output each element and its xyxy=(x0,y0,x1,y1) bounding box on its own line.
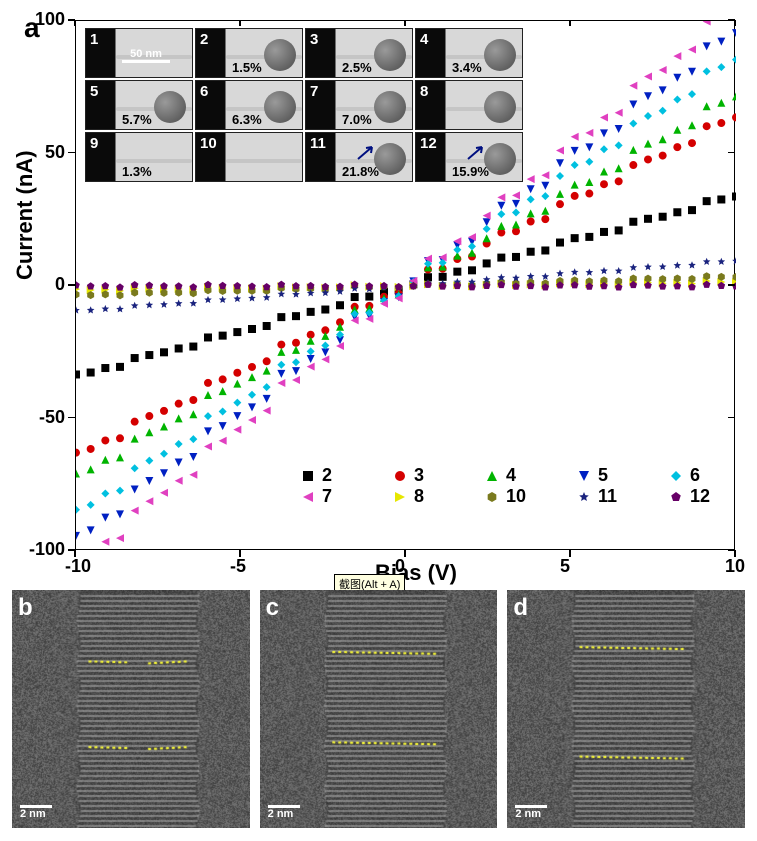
panel-b-label: b xyxy=(18,594,33,622)
panel-b: b 2 nm xyxy=(12,590,250,828)
micrograph-row: b 2 nm c 2 nm d 2 nm xyxy=(12,590,745,828)
panel-d-scalebar: 2 nm xyxy=(515,805,547,820)
panel-d-canvas xyxy=(507,590,745,828)
panel-c: c 2 nm xyxy=(260,590,498,828)
panel-c-canvas xyxy=(260,590,498,828)
panel-c-scalebar: 2 nm xyxy=(268,805,300,820)
panel-b-canvas xyxy=(12,590,250,828)
legend: 2345678101112 xyxy=(300,465,748,507)
panel-c-label: c xyxy=(266,594,279,622)
panel-b-scalebar: 2 nm xyxy=(20,805,52,820)
panel-d-label: d xyxy=(513,594,528,622)
y-axis-label: Current (nA) xyxy=(12,150,38,280)
panel-d: d 2 nm xyxy=(507,590,745,828)
inset-grid: 150 nm21.5%32.5%43.4%55.7%66.3%77.0%891.… xyxy=(85,28,523,182)
